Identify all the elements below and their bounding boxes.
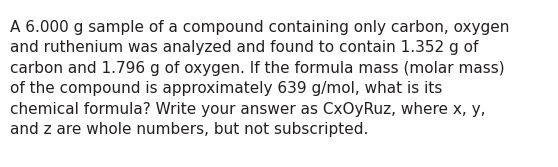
Text: A 6.000 g sample of a compound containing only carbon, oxygen
and ruthenium was : A 6.000 g sample of a compound containin… [10, 20, 509, 137]
